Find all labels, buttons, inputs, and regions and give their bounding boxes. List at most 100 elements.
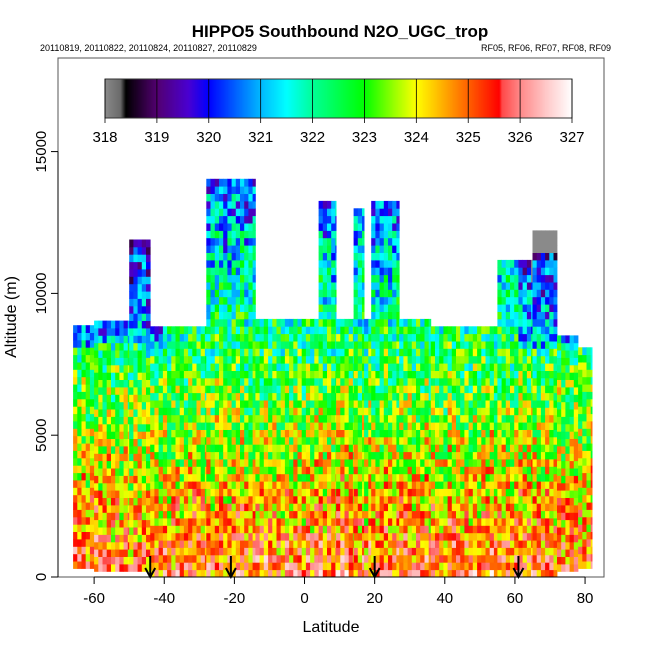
heatmap-cell [301,436,307,445]
heatmap-cell [522,429,528,438]
heatmap-cell [214,282,220,290]
heatmap-cell [81,391,87,400]
heatmap-cell [119,453,124,462]
heatmap-cell [424,355,430,364]
heatmap-cell [276,348,282,357]
heatmap-cell [167,385,172,394]
heatmap-cell [127,394,130,403]
heatmap-cell [73,413,78,422]
heatmap-cell [252,200,256,209]
heatmap-cell [353,407,359,416]
heatmap-cell [196,444,202,453]
heatmap-cell [235,267,241,276]
heatmap-cell [146,335,151,344]
heatmap-cell [297,429,303,438]
heatmap-cell [206,326,211,335]
heatmap-cell [310,473,315,482]
heatmap-cell [98,364,103,373]
heatmap-cell [111,519,116,528]
heatmap-cell [353,208,359,217]
heatmap-cell [428,341,432,349]
heatmap-cell [522,392,528,401]
heatmap-cell [223,532,228,541]
heatmap-cell [293,459,298,467]
heatmap-cell [335,488,337,497]
heatmap-cell [235,348,241,357]
heatmap-cell [531,407,533,416]
heatmap-cell [375,304,380,312]
heatmap-cell [240,562,245,571]
heatmap-cell [223,355,228,364]
heatmap-cell [102,475,108,484]
heatmap-cell [383,282,389,290]
heatmap-cell [481,422,486,430]
heatmap-cell [371,355,376,364]
heatmap-cell [514,363,519,371]
heatmap-cell [362,259,365,268]
heatmap-cell [336,495,341,504]
heatmap-cell [77,472,82,481]
heatmap-cell [248,547,253,556]
heatmap-cell [536,562,542,571]
heatmap-cell [146,468,151,476]
heatmap-cell [106,342,112,351]
heatmap-cell [368,554,372,563]
heatmap-cell [379,296,385,305]
heatmap-cell [196,436,202,445]
heatmap-cell [327,311,332,320]
heatmap-cell [536,304,542,312]
heatmap-cell [175,392,181,401]
heatmap-cell [536,569,542,578]
heatmap-cell [472,495,478,504]
heatmap-cell [424,562,430,571]
heatmap-cell [477,540,482,548]
heatmap-cell [388,208,393,217]
heatmap-cell [129,387,134,395]
heatmap-cell [477,554,482,563]
heatmap-cell [368,488,372,497]
heatmap-cell [464,407,469,416]
heatmap-cell [235,451,241,460]
heatmap-cell [183,525,189,534]
heatmap-cell [388,532,393,541]
heatmap-cell [146,438,151,447]
heatmap-cell [219,466,224,475]
heatmap-cell [540,451,546,460]
heatmap-cell [420,436,425,445]
heatmap-cell [353,370,359,379]
heatmap-cell [102,335,108,344]
heatmap-cell [223,400,228,408]
heatmap-cell [200,547,206,556]
heatmap-cell [219,326,224,335]
heatmap-cell [146,305,151,314]
heatmap-cell [133,350,138,358]
heatmap-cell [162,503,168,512]
heatmap-cell [379,318,385,327]
heatmap-cell [310,414,315,423]
heatmap-cell [200,429,206,438]
heatmap-cell [399,326,404,335]
heatmap-cell [219,377,224,386]
heatmap-cell [348,518,354,526]
heatmap-cell [305,532,311,541]
heatmap-cell [175,414,181,423]
heatmap-cell [280,333,286,342]
heatmap-cell [219,230,224,239]
heatmap-cell [344,473,350,482]
heatmap-cell [399,451,404,460]
heatmap-cell [522,459,528,467]
heatmap-cell [424,414,430,423]
heatmap-cell [94,387,99,395]
heatmap-cell [200,466,206,475]
heatmap-cell [340,466,345,475]
heatmap-cell [501,540,507,548]
heatmap-cell [379,569,385,578]
heatmap-cell [514,451,519,460]
heatmap-cell [451,518,457,526]
heatmap-cell [435,562,440,571]
heatmap-cell [252,333,256,342]
heatmap-cell [344,451,350,460]
heatmap-cell [447,444,453,453]
heatmap-cell [98,431,103,439]
heatmap-cell [464,326,469,335]
